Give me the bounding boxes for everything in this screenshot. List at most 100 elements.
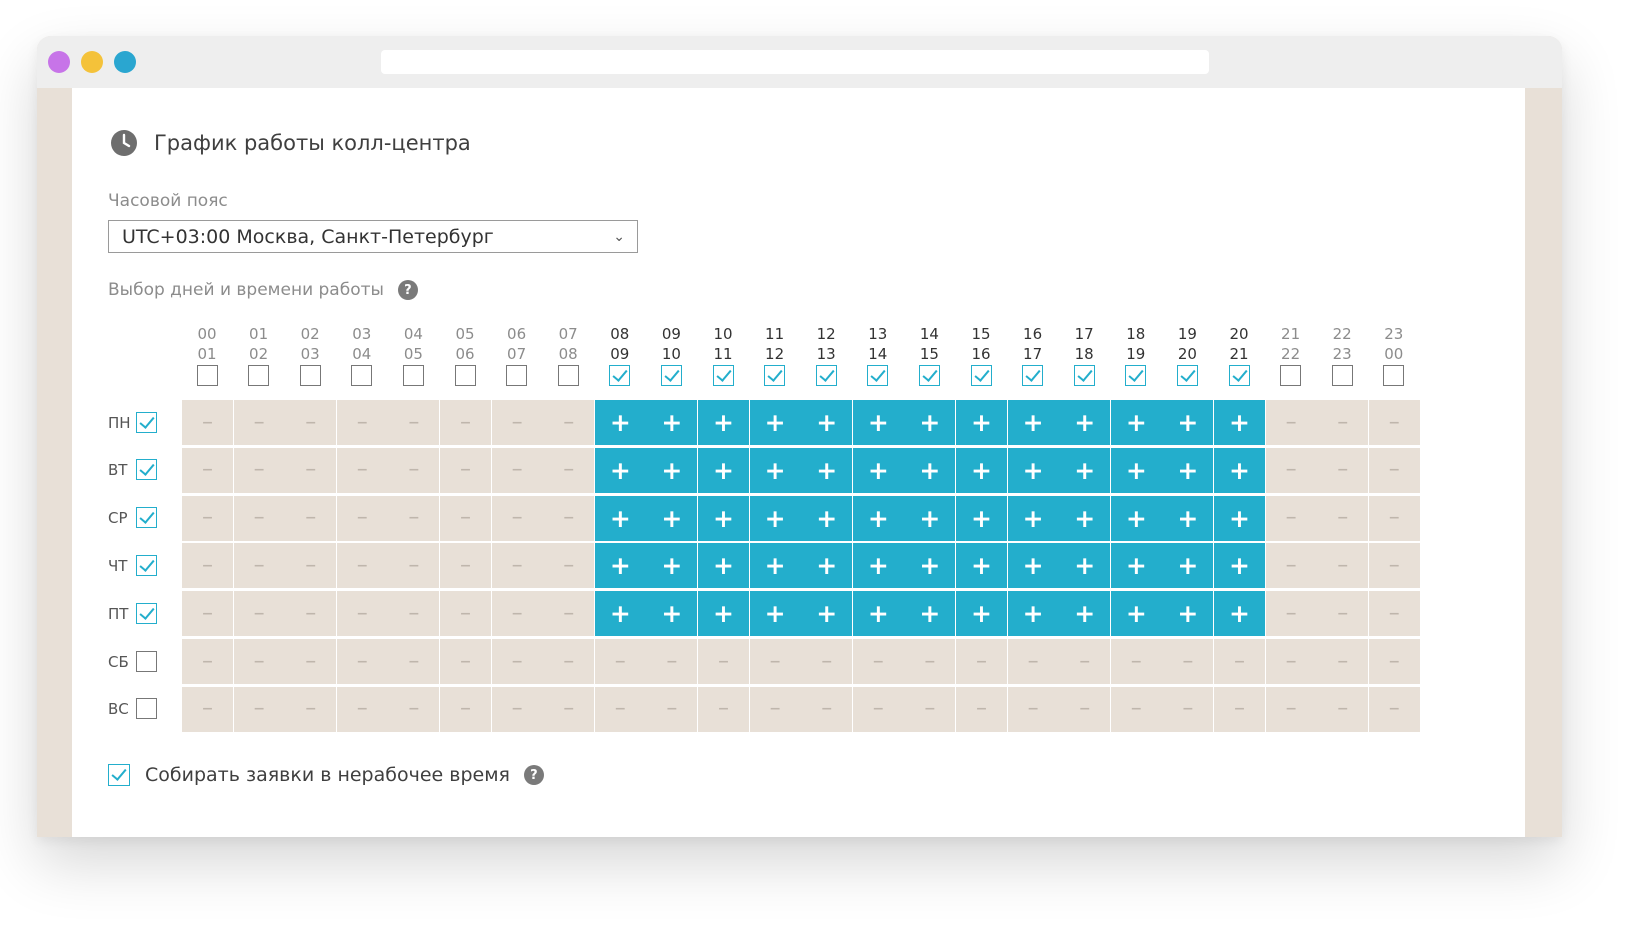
day-checkbox[interactable] (136, 650, 157, 672)
schedule-cell[interactable]: + (1007, 400, 1059, 445)
schedule-cell[interactable]: + (749, 543, 801, 589)
schedule-cell[interactable]: – (336, 447, 388, 493)
schedule-cell[interactable]: + (749, 495, 801, 541)
schedule-cell[interactable]: – (336, 400, 388, 445)
schedule-cell[interactable]: – (388, 447, 440, 493)
schedule-cell[interactable]: + (801, 447, 853, 493)
schedule-cell[interactable]: – (1265, 639, 1317, 684)
schedule-cell[interactable]: – (1317, 400, 1369, 445)
schedule-cell[interactable]: – (285, 447, 337, 493)
schedule-cell[interactable]: – (182, 591, 233, 637)
schedule-cell[interactable]: + (594, 591, 646, 637)
schedule-cell[interactable]: + (1007, 495, 1059, 541)
schedule-cell[interactable]: – (1110, 686, 1162, 732)
schedule-cell[interactable]: + (904, 447, 956, 493)
schedule-cell[interactable]: – (1265, 400, 1317, 445)
hour-checkbox[interactable] (1228, 365, 1250, 386)
hour-checkbox[interactable] (764, 365, 786, 386)
schedule-cell[interactable]: – (904, 686, 956, 732)
schedule-cell[interactable]: – (1059, 686, 1111, 732)
schedule-cell[interactable]: + (956, 591, 1007, 637)
hour-checkbox[interactable] (402, 365, 424, 386)
schedule-cell[interactable]: + (1162, 591, 1214, 637)
schedule-cell[interactable]: – (1368, 639, 1420, 684)
schedule-cell[interactable]: + (1214, 543, 1265, 589)
schedule-cell[interactable]: + (956, 447, 1007, 493)
schedule-cell[interactable]: – (1265, 591, 1317, 637)
schedule-cell[interactable]: – (1317, 447, 1369, 493)
schedule-cell[interactable]: – (1007, 639, 1059, 684)
schedule-cell[interactable]: – (1265, 686, 1317, 732)
schedule-cell[interactable]: – (285, 543, 337, 589)
schedule-cell[interactable]: – (233, 639, 285, 684)
schedule-cell[interactable]: + (1214, 495, 1265, 541)
schedule-cell[interactable]: – (543, 591, 595, 637)
schedule-cell[interactable]: – (1007, 686, 1059, 732)
schedule-cell[interactable]: + (698, 591, 749, 637)
schedule-cell[interactable]: + (801, 495, 853, 541)
schedule-cell[interactable]: – (491, 543, 543, 589)
day-checkbox[interactable] (136, 602, 157, 624)
schedule-cell[interactable]: – (285, 591, 337, 637)
schedule-cell[interactable]: + (1214, 400, 1265, 445)
minimize-dot-icon[interactable] (81, 51, 103, 73)
collect-requests-option[interactable]: Собирать заявки в нерабочее время ? (108, 764, 544, 786)
schedule-cell[interactable]: + (852, 400, 904, 445)
schedule-cell[interactable]: + (1162, 495, 1214, 541)
schedule-cell[interactable]: – (956, 639, 1007, 684)
schedule-cell[interactable]: – (388, 591, 440, 637)
schedule-cell[interactable]: – (285, 639, 337, 684)
hour-checkbox[interactable] (609, 365, 631, 386)
schedule-cell[interactable]: – (1059, 639, 1111, 684)
schedule-cell[interactable]: – (646, 686, 698, 732)
help-icon[interactable]: ? (523, 765, 544, 785)
schedule-cell[interactable]: – (336, 543, 388, 589)
schedule-cell[interactable]: – (182, 686, 233, 732)
schedule-cell[interactable]: – (646, 639, 698, 684)
day-checkbox[interactable] (136, 459, 157, 481)
schedule-cell[interactable]: – (233, 591, 285, 637)
schedule-cell[interactable]: – (182, 639, 233, 684)
schedule-cell[interactable]: + (646, 495, 698, 541)
timezone-select[interactable]: UTC+03:00 Москва, Санкт-Петербург ⌄ (108, 220, 638, 253)
schedule-cell[interactable]: + (956, 543, 1007, 589)
schedule-cell[interactable]: – (543, 639, 595, 684)
schedule-cell[interactable]: + (852, 591, 904, 637)
schedule-cell[interactable]: – (285, 686, 337, 732)
schedule-cell[interactable]: + (1059, 591, 1111, 637)
schedule-cell[interactable]: – (440, 400, 491, 445)
schedule-cell[interactable]: + (749, 400, 801, 445)
schedule-cell[interactable]: + (956, 495, 1007, 541)
schedule-cell[interactable]: + (646, 447, 698, 493)
schedule-cell[interactable]: + (594, 543, 646, 589)
schedule-cell[interactable]: – (336, 591, 388, 637)
hour-checkbox[interactable] (1383, 365, 1405, 386)
schedule-cell[interactable]: + (698, 543, 749, 589)
schedule-cell[interactable]: – (233, 543, 285, 589)
hour-checkbox[interactable] (454, 365, 476, 386)
schedule-cell[interactable]: – (1265, 447, 1317, 493)
schedule-cell[interactable]: – (801, 639, 853, 684)
schedule-cell[interactable]: + (1162, 447, 1214, 493)
schedule-cell[interactable]: – (1110, 639, 1162, 684)
schedule-cell[interactable]: + (749, 447, 801, 493)
hour-checkbox[interactable] (506, 365, 528, 386)
schedule-cell[interactable]: – (491, 686, 543, 732)
schedule-cell[interactable]: – (543, 543, 595, 589)
day-checkbox[interactable] (136, 507, 157, 529)
schedule-cell[interactable]: + (1059, 447, 1111, 493)
schedule-cell[interactable]: + (801, 543, 853, 589)
day-checkbox[interactable] (136, 411, 157, 433)
schedule-cell[interactable]: – (543, 400, 595, 445)
schedule-cell[interactable]: + (904, 591, 956, 637)
schedule-cell[interactable]: + (1059, 543, 1111, 589)
address-bar[interactable] (381, 50, 1209, 74)
schedule-cell[interactable]: + (904, 495, 956, 541)
schedule-cell[interactable]: – (543, 495, 595, 541)
schedule-cell[interactable]: – (491, 447, 543, 493)
hour-checkbox[interactable] (970, 365, 992, 386)
schedule-cell[interactable]: + (646, 543, 698, 589)
schedule-cell[interactable]: + (852, 543, 904, 589)
schedule-cell[interactable]: + (698, 447, 749, 493)
schedule-cell[interactable]: + (904, 400, 956, 445)
